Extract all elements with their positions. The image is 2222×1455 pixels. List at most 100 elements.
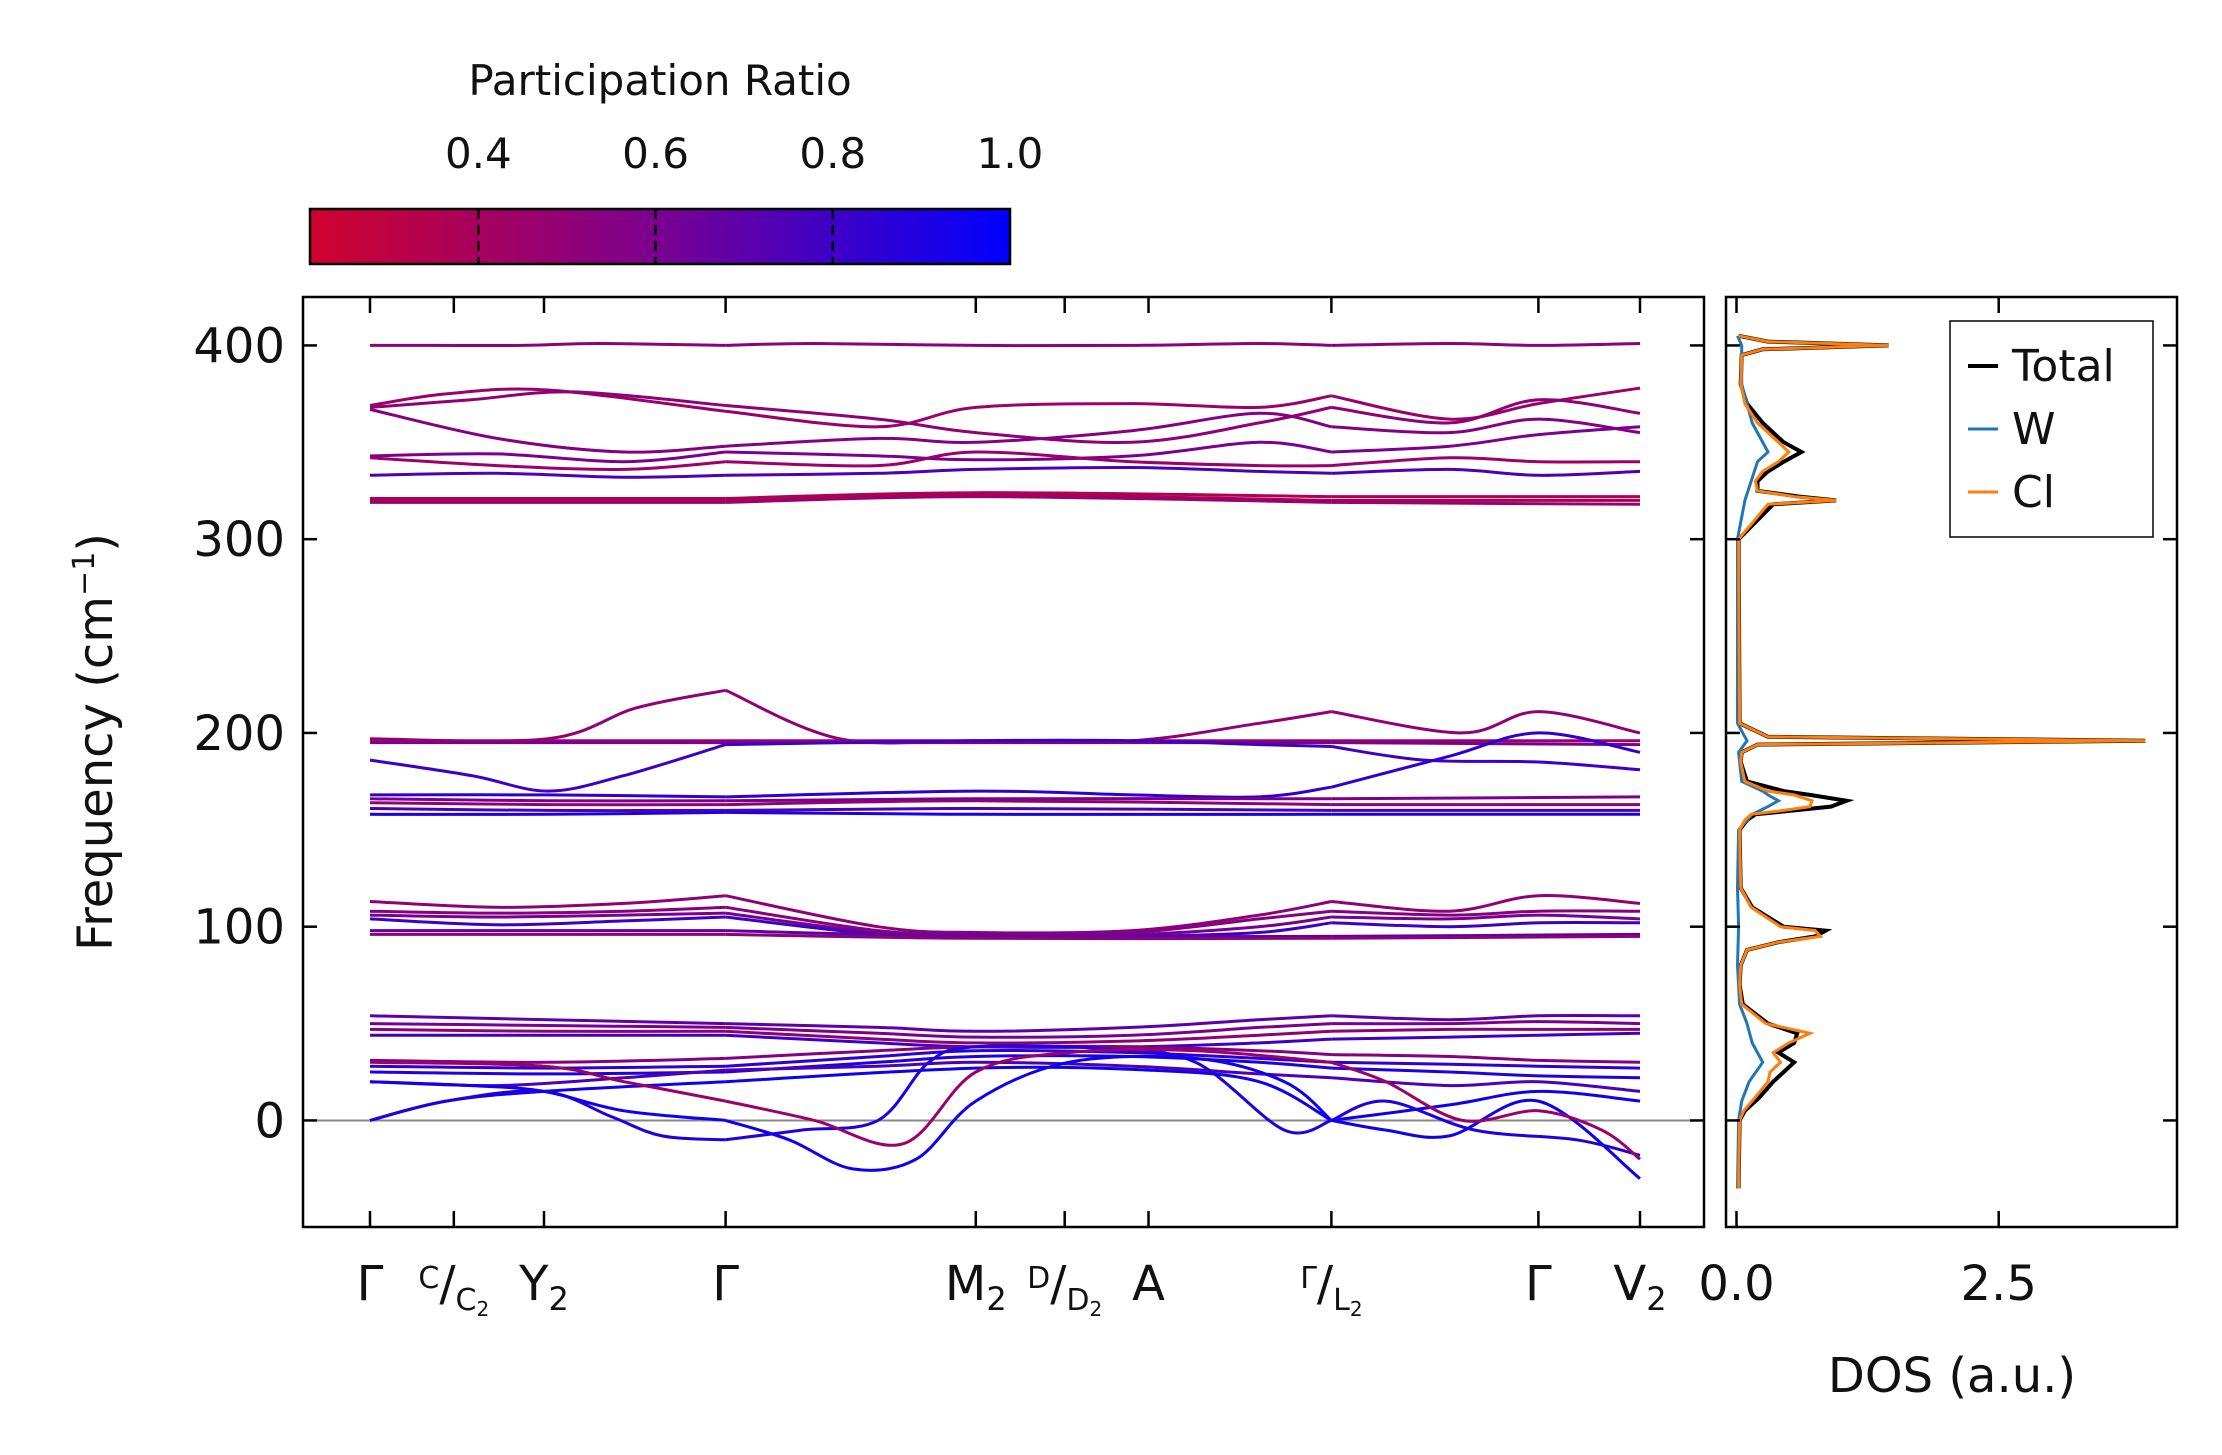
x-tick-label-main: V <box>1613 1256 1646 1312</box>
x-tick-label: Γ <box>1525 1256 1552 1312</box>
band-line-b17-seg0 <box>369 801 726 807</box>
y-tick-label: 400 <box>193 318 285 374</box>
x-tick-label: C/C2 <box>418 1256 489 1321</box>
band-line-b23-seg0 <box>369 915 726 927</box>
band-line-b03-seg0 <box>369 390 726 409</box>
band-line-b20-seg1 <box>725 894 1332 935</box>
band-line-b15-seg0 <box>369 793 726 799</box>
dos-line-total <box>1736 333 2146 1189</box>
band-line-b22-seg0 <box>369 911 726 919</box>
band-line-b03-seg2 <box>1331 398 1641 425</box>
band-line-b30-seg2 <box>1331 1053 1641 1064</box>
band-line-b34-seg1 <box>725 1065 1333 1122</box>
band-line-b18-seg0 <box>369 807 726 813</box>
x-tick-label-top: Γ <box>1300 1261 1317 1296</box>
band-line-b06-seg2 <box>1331 456 1641 468</box>
band-line-b33-seg1 <box>725 1060 1332 1080</box>
dos-x-tick-label: 2.5 <box>1961 1256 2037 1312</box>
band-line-b16-seg1 <box>725 797 1332 803</box>
band-y-ticks: 0 100 200 300 400 <box>193 318 1704 1149</box>
x-tick-label: Y2 <box>518 1256 569 1318</box>
x-tick-label-main: Γ <box>357 1256 384 1312</box>
band-line-b26-seg0 <box>369 1014 726 1026</box>
band-line-b11-seg1 <box>725 688 1332 745</box>
x-tick-label-main: Y <box>518 1256 549 1312</box>
band-line-b28-seg0 <box>369 1027 726 1033</box>
band-line-b27-seg1 <box>725 1022 1332 1039</box>
legend-label-total: Total <box>2011 341 2115 392</box>
dos-line-cl <box>1737 334 2146 1189</box>
x-tick-label-index: 2 <box>1646 1280 1666 1318</box>
x-tick-label: Γ <box>712 1256 739 1312</box>
band-line-b16-seg0 <box>369 797 726 803</box>
band-line-b20-seg0 <box>369 894 726 909</box>
band-line-b01-seg0 <box>370 341 726 348</box>
band-line-b27-seg2 <box>1331 1020 1641 1026</box>
band-line-b29-seg2 <box>1331 1031 1641 1041</box>
band-line-b14-seg2 <box>1331 745 1641 772</box>
band-line-b37-seg0 <box>369 1060 726 1103</box>
x-tick-label-slash: / <box>1050 1256 1067 1312</box>
band-line-b08-seg1 <box>725 491 1332 500</box>
band-line-b36-seg1 <box>725 1054 1333 1172</box>
band-line-b28-seg1 <box>725 1029 1332 1045</box>
band-line-b09-seg1 <box>725 493 1332 502</box>
band-line-b33-seg2 <box>1331 1076 1641 1093</box>
dos-lines <box>1735 333 2146 1189</box>
x-tick-label-bottom: D <box>1066 1283 1089 1318</box>
x-tick-label-main: M <box>945 1256 986 1312</box>
x-tick-label-top: D <box>1027 1261 1050 1296</box>
y-tick-label: 0 <box>254 1093 285 1149</box>
band-line-b37-seg1 <box>725 1048 1332 1147</box>
dos-x-tick-label: 0.0 <box>1698 1256 1774 1312</box>
band-line-b10-seg1 <box>725 495 1332 504</box>
band-line-b02-seg0 <box>369 387 726 413</box>
x-tick-label-bottom: C <box>456 1283 477 1318</box>
band-line-b23-seg2 <box>1331 921 1641 929</box>
x-tick-label-top: C <box>418 1261 439 1296</box>
band-line-b34-seg2 <box>1331 1089 1641 1122</box>
band-line-b21-seg2 <box>1331 909 1641 917</box>
band-line-b28-seg2 <box>1331 1027 1640 1033</box>
dos-panel: 0.0 2.5 DOS (a.u.) Total W Cl <box>1698 295 2179 1404</box>
band-line-b10-seg2 <box>1331 500 1641 506</box>
x-tick-label: D/D2 <box>1027 1256 1102 1321</box>
band-line-b02-seg2 <box>1331 386 1641 421</box>
band-line-b36-seg2 <box>1331 1098 1641 1180</box>
band-line-b19-seg1 <box>725 810 1332 816</box>
band-line-b17-seg1 <box>725 799 1332 807</box>
dos-y-ticks <box>1726 344 2177 1122</box>
band-line-b21-seg1 <box>725 905 1332 937</box>
band-line-b34-seg0 <box>369 1080 726 1122</box>
y-axis-title: Frequency (cm−1) <box>67 533 124 951</box>
dos-x-axis-title: DOS (a.u.) <box>1828 1348 2076 1404</box>
band-line-b27-seg0 <box>369 1022 726 1029</box>
y-axis-title-unit-exp: −1 <box>67 552 102 596</box>
x-tick-label: Γ <box>357 1256 384 1312</box>
band-line-b04-seg0 <box>369 407 726 454</box>
band-line-b31-seg0 <box>369 1064 726 1070</box>
y-axis-title-close: ) <box>68 533 124 552</box>
x-tick-label-main: Γ <box>1525 1256 1552 1312</box>
band-line-b18-seg1 <box>725 806 1332 812</box>
band-line-b22-seg1 <box>725 911 1332 937</box>
colorbar-tick-label: 0.6 <box>622 129 689 178</box>
band-line-b01-seg1 <box>725 341 1332 348</box>
x-tick-label-main: Γ <box>712 1256 739 1312</box>
band-line-b14-seg0 <box>369 743 727 793</box>
band-line-b36-seg0 <box>369 1080 726 1122</box>
band-lines <box>369 341 1641 1180</box>
band-line-b11-seg0 <box>369 688 726 743</box>
band-x-ticks: Γ C/C2 Y2 Γ M2D/D2 A Γ/L2 Γ V2 <box>357 297 1667 1321</box>
dos-legend: Total W Cl <box>1949 320 2154 538</box>
x-tick-label: V2 <box>1613 1256 1666 1318</box>
x-tick-label-slash: / <box>439 1256 456 1312</box>
x-tick-label: A <box>1132 1256 1165 1312</box>
x-tick-label-bottom-index: 2 <box>1090 1297 1103 1321</box>
band-line-b04-seg2 <box>1331 417 1641 435</box>
dos-line-w <box>1735 335 1782 1189</box>
band-line-b31-seg1 <box>725 1049 1332 1068</box>
band-line-b11-seg2 <box>1331 710 1641 735</box>
band-line-b24-seg2 <box>1331 932 1641 938</box>
legend-label-cl: Cl <box>2012 467 2055 518</box>
